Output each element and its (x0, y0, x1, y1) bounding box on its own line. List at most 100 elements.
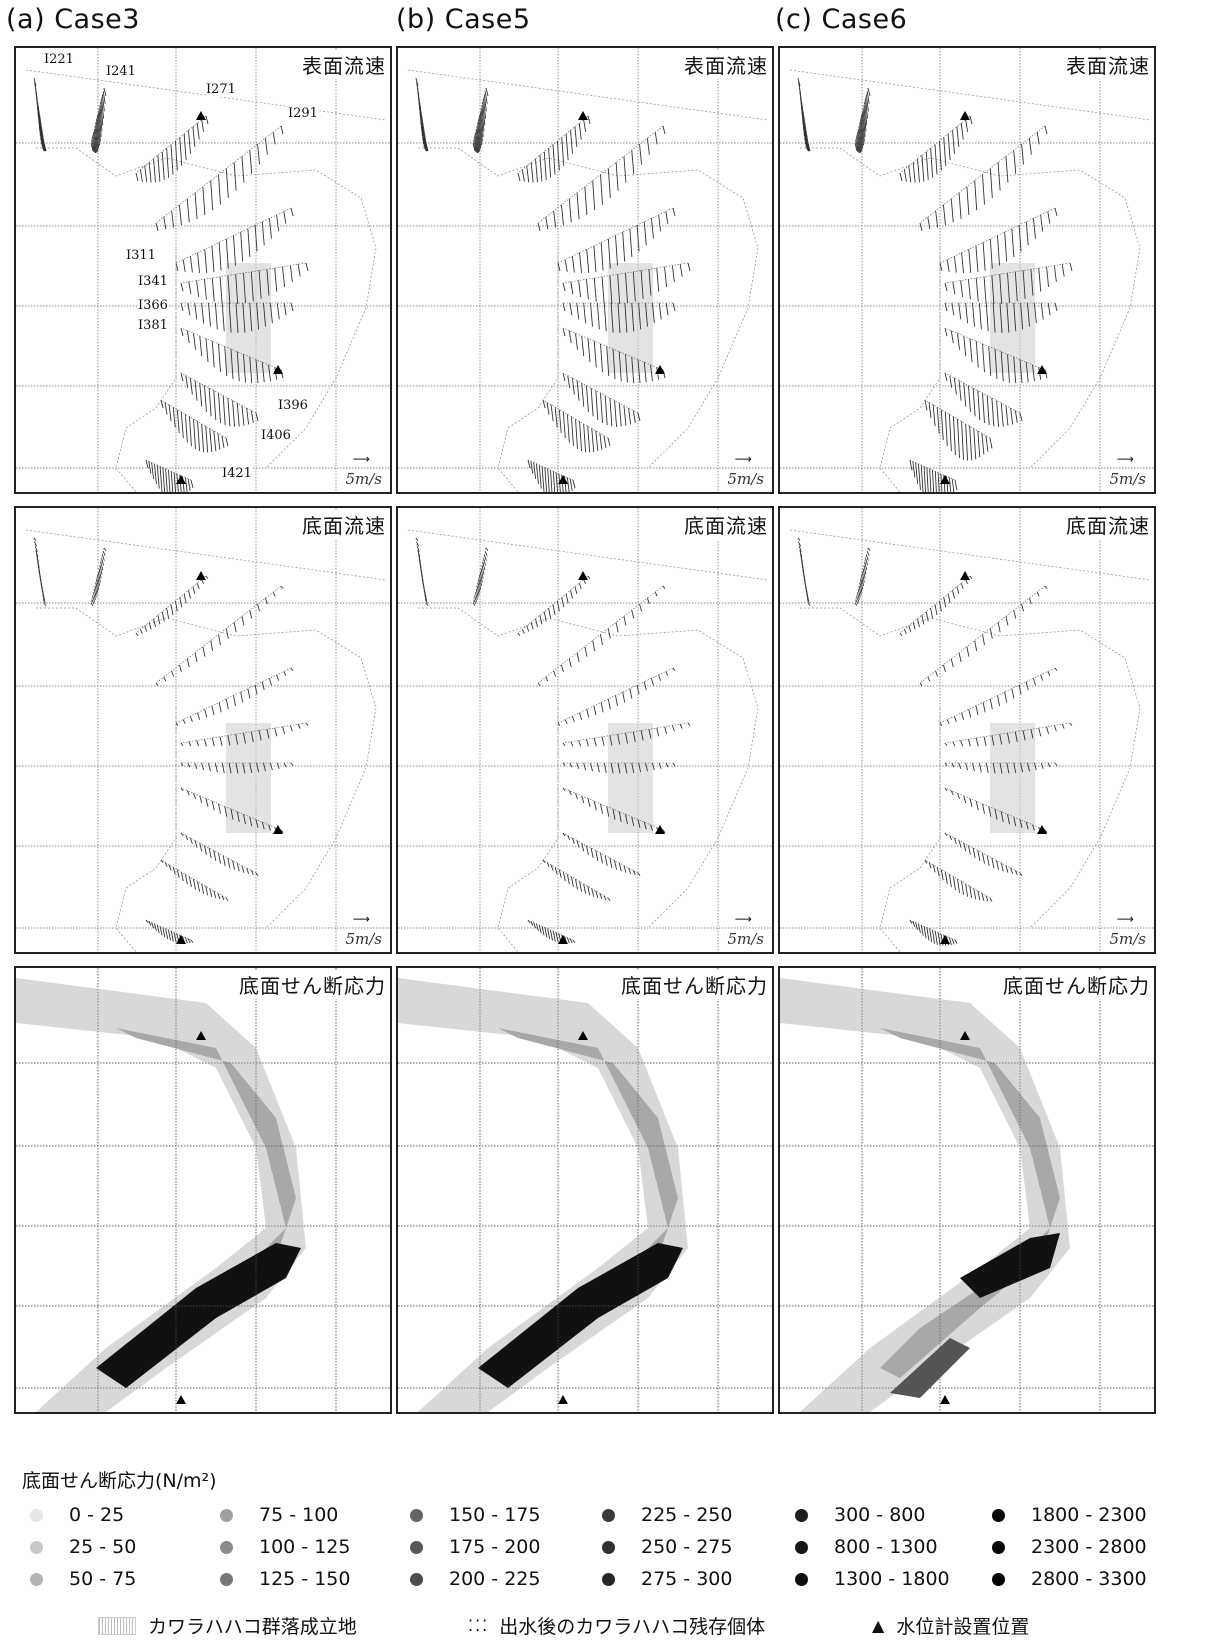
section-line (537, 585, 664, 684)
legend-dot-icon (410, 1508, 423, 1522)
legend-item-label: 0 - 25 (69, 1504, 125, 1526)
legend-dot-icon (602, 1540, 615, 1554)
legend-item-label: 150 - 175 (449, 1504, 541, 1526)
legend-dot-icon (220, 1572, 233, 1586)
gauge-triangle-icon (960, 1031, 970, 1040)
panel-case5-bottom-shear-stress: 底面せん断応力 (396, 966, 774, 1414)
vector-section (924, 859, 993, 902)
legend-dot-icon (602, 1572, 615, 1586)
map-plot (16, 968, 390, 1412)
section-line (562, 722, 689, 744)
section-line (944, 832, 1021, 874)
vector-section (160, 859, 229, 902)
section-line (562, 372, 639, 414)
legend-item: 75 - 100 (220, 1504, 338, 1526)
panel-case5-bottom-velocity: 底面流速 ⟶ 5m/s (396, 506, 774, 954)
section-line (527, 919, 574, 941)
section-line (562, 262, 689, 284)
vector-section (180, 787, 284, 834)
section-line (160, 859, 227, 899)
section-line (175, 667, 292, 724)
section-line (797, 537, 809, 604)
section-label: I221 (44, 52, 74, 67)
vector-section (472, 87, 489, 153)
grid-lines (16, 968, 390, 1412)
vector-section (562, 762, 676, 774)
section-line (944, 262, 1071, 284)
high-stress-zone (478, 1243, 683, 1388)
river-outline (789, 69, 1151, 492)
section-line (33, 77, 45, 144)
legend-item-label: 225 - 250 (641, 1504, 733, 1526)
panel-case6-surface-velocity: 表面流速 ⟶ 5m/s (778, 46, 1156, 494)
legend-item: 225 - 250 (602, 1504, 732, 1526)
gauge-triangle-icon (176, 935, 186, 944)
legend-item-label: 275 - 300 (641, 1568, 733, 1590)
velocity-scale-label: 5m/s (727, 470, 764, 488)
vector-section (944, 302, 1058, 334)
section-line (944, 327, 1046, 371)
section-line (854, 547, 869, 604)
legend-dot-icon (992, 1508, 1005, 1522)
grid-lines (398, 48, 772, 492)
gauge-triangle-icon (1037, 825, 1047, 834)
panel-case6-bottom-velocity: 底面流速 ⟶ 5m/s (778, 506, 1156, 954)
section-line (939, 667, 1056, 724)
section-line (33, 537, 45, 604)
vector-section (90, 87, 107, 153)
section-label: I241 (106, 64, 136, 79)
panel-case3-bottom-velocity: 底面流速 ⟶ 5m/s (14, 506, 392, 954)
legend-item: 250 - 275 (602, 1536, 732, 1558)
section-line (939, 207, 1056, 264)
vector-section (180, 832, 259, 877)
velocity-scale-label: 5m/s (345, 470, 382, 488)
scale-arrow-icon: ⟶ (734, 912, 752, 926)
dots-icon: ⁚⁚⁚ (468, 1616, 490, 1635)
legend-gauge: ▲ 水位計設置位置 (872, 1612, 1029, 1639)
vector-section (155, 125, 284, 232)
grid-lines (16, 508, 390, 952)
section-line (944, 787, 1046, 831)
high-stress-zone (96, 1243, 301, 1388)
legend-item: 125 - 150 (220, 1568, 350, 1590)
section-line (155, 125, 282, 224)
section-line (135, 575, 207, 634)
legend-dot-icon (992, 1540, 1005, 1554)
vector-section (527, 919, 576, 944)
legend-item-label: 800 - 1300 (834, 1536, 938, 1558)
vector-section (537, 125, 666, 232)
section-line (180, 787, 282, 831)
high-stress-zone (890, 1338, 970, 1398)
grid-lines (780, 48, 1154, 492)
section-line (562, 327, 664, 371)
legend-item-label: 175 - 200 (449, 1536, 541, 1558)
vector-section (944, 787, 1048, 834)
vector-section (537, 585, 666, 687)
vector-section (415, 537, 429, 607)
section-line (537, 125, 664, 224)
legend-item-label: 2800 - 3300 (1031, 1568, 1147, 1590)
gauge-triangle-icon (578, 1031, 588, 1040)
legend-item: 50 - 75 (30, 1568, 136, 1590)
section-label: I291 (288, 106, 318, 121)
vector-section (180, 372, 259, 427)
panel-row-label: 底面せん断応力 (1001, 970, 1152, 999)
section-line (562, 832, 639, 874)
section-line (472, 87, 487, 144)
panel-row-label: 底面流速 (300, 510, 388, 539)
map-plot (398, 968, 772, 1412)
section-label: I271 (206, 82, 236, 97)
section-line (557, 207, 674, 264)
legend-item: 0 - 25 (30, 1504, 124, 1526)
vector-section (145, 919, 194, 944)
gauge-triangle-icon (558, 475, 568, 484)
map-plot (780, 48, 1154, 492)
legend-item-label: 200 - 225 (449, 1568, 541, 1590)
vector-section (175, 667, 294, 727)
vector-section (180, 722, 309, 747)
vector-section (562, 832, 641, 877)
section-line (160, 399, 227, 439)
gauge-triangle-icon (273, 825, 283, 834)
vector-section (924, 399, 993, 461)
grid-lines (398, 968, 772, 1412)
